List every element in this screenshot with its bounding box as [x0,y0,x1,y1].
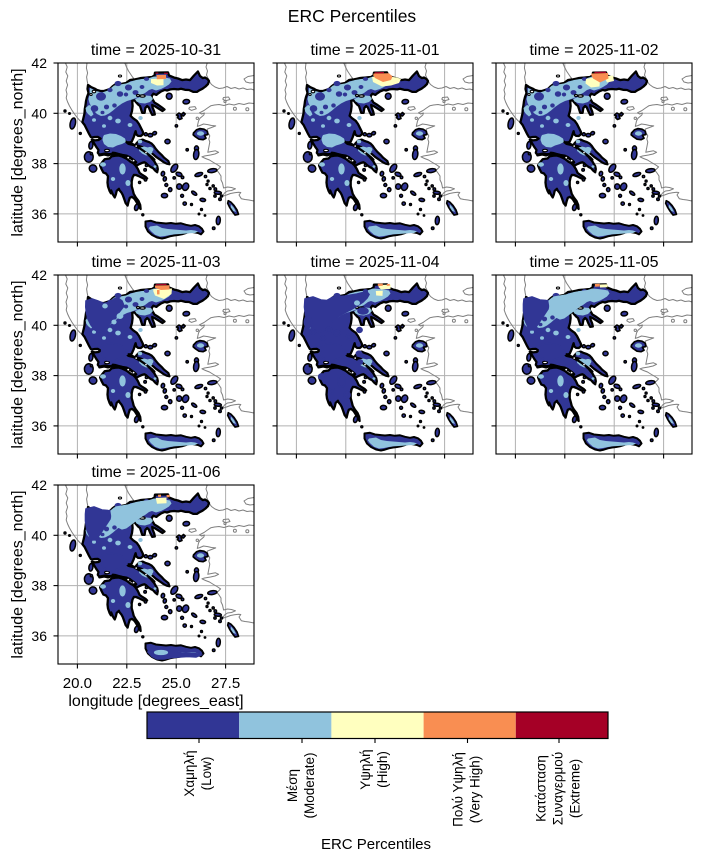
svg-text:time = 2025-11-02: time = 2025-11-02 [529,42,658,59]
svg-text:38: 38 [31,578,47,594]
svg-text:latitude [degrees_north]: latitude [degrees_north] [10,280,27,448]
svg-text:38: 38 [31,368,47,384]
svg-text:ERC Percentiles: ERC Percentiles [321,836,431,853]
svg-text:25.0: 25.0 [162,675,191,692]
svg-text:Μέση: Μέση [285,769,300,802]
svg-text:40: 40 [31,527,47,543]
svg-text:(Very High): (Very High) [468,756,483,824]
svg-text:Κατάσταση: Κατάσταση [534,755,549,822]
svg-text:(Moderate): (Moderate) [302,752,317,818]
svg-text:42: 42 [31,477,47,493]
svg-text:(Extreme): (Extreme) [568,759,583,818]
svg-text:Συναγερμού: Συναγερμού [551,752,566,825]
svg-text:time = 2025-11-05: time = 2025-11-05 [529,254,658,271]
svg-text:(High): (High) [375,751,390,788]
svg-text:Χαμηλή: Χαμηλή [182,750,197,796]
svg-text:time = 2025-10-31: time = 2025-10-31 [91,42,221,59]
svg-text:42: 42 [31,55,47,71]
svg-text:time = 2025-11-03: time = 2025-11-03 [91,254,220,271]
svg-text:40: 40 [31,317,47,333]
svg-text:27.5: 27.5 [211,675,240,692]
svg-text:20.0: 20.0 [63,675,92,692]
svg-text:time = 2025-11-06: time = 2025-11-06 [91,464,220,481]
svg-text:time = 2025-11-01: time = 2025-11-01 [310,42,439,59]
svg-text:42: 42 [31,267,47,283]
svg-text:(Low): (Low) [199,757,214,791]
svg-text:40: 40 [31,105,47,121]
svg-text:38: 38 [31,156,47,172]
svg-text:Πολύ Υψηλή: Πολύ Υψηλή [451,752,466,827]
svg-text:longitude [degrees_east]: longitude [degrees_east] [68,693,243,710]
svg-text:36: 36 [31,418,47,434]
svg-text:36: 36 [31,628,47,644]
svg-text:time = 2025-11-04: time = 2025-11-04 [310,254,439,271]
svg-text:22.5: 22.5 [112,675,141,692]
svg-text:ERC Percentiles: ERC Percentiles [288,6,417,26]
svg-text:latitude [degrees_north]: latitude [degrees_north] [10,68,27,236]
svg-text:latitude [degrees_north]: latitude [degrees_north] [10,490,27,658]
svg-text:Υψηλή: Υψηλή [358,749,373,789]
svg-text:36: 36 [31,206,47,222]
